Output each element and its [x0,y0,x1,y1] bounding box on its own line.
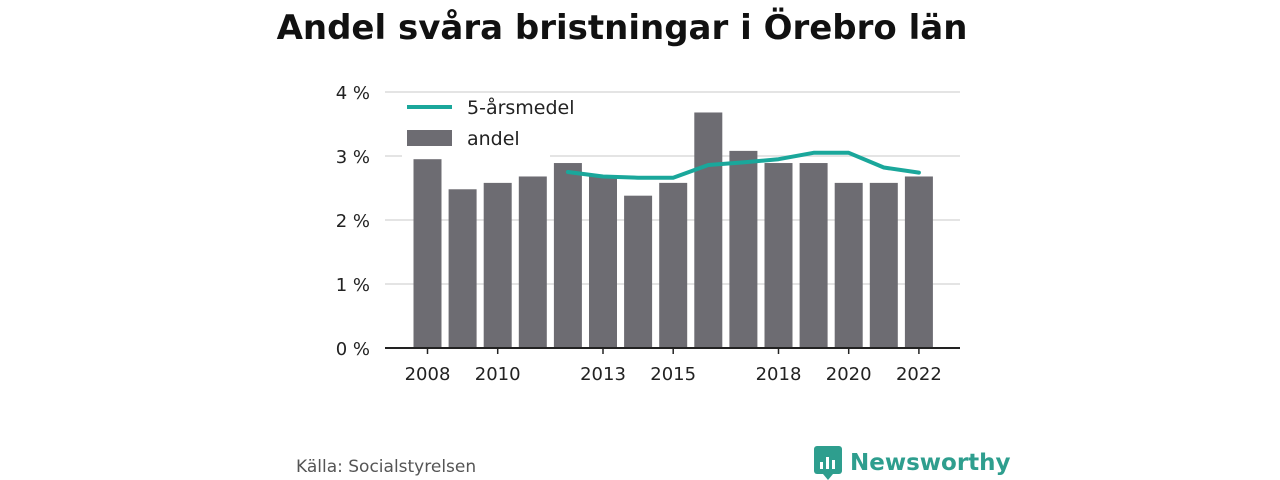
x-tick-label: 2013 [580,364,626,385]
line-5-arsmedel [565,150,921,180]
y-tick-label: 3 % [336,147,370,168]
bar-2022 [904,176,933,348]
newsworthy-logo-icon [814,446,842,480]
bar-2008 [413,159,442,348]
legend-background [402,100,550,158]
legend-label-5-arsmedel: 5-årsmedel [467,96,575,119]
x-tick-label: 2008 [405,364,451,385]
source-note: Källa: Socialstyrelsen [296,457,477,477]
x-tick-label: 2010 [475,364,521,385]
bar-series [413,112,933,348]
chart-title: Andel svåra bristningar i Örebro län [276,8,968,48]
bar-2012 [553,163,582,348]
bar-2014 [624,195,653,348]
axes: 0 % 1 % 2 % 3 % 4 % 2008 2010 2013 2015 2018 2020 2… [336,83,960,385]
bar-2011 [518,176,547,348]
legend-label-andel: andel [467,128,520,150]
x-tick-label: 2018 [756,364,802,385]
legend-bar-swatch [407,130,452,146]
y-tick-label: 1 % [336,275,370,296]
line-series [565,150,921,180]
bar-2016 [694,112,723,348]
bar-2021 [869,182,898,348]
bar-2019 [799,163,828,348]
bar-2020 [834,182,863,348]
y-tick-label: 2 % [336,211,370,232]
newsworthy-logo: Newsworthy [814,446,1011,480]
bar-2018 [764,163,793,348]
bar-2013 [589,176,617,348]
x-tick-label: 2015 [650,364,696,385]
bar-2010 [483,182,512,348]
x-tick-label: 2022 [896,364,942,385]
x-tick-label: 2020 [826,364,872,385]
logo-text: Newsworthy [850,450,1011,476]
legend: 5-årsmedel andel [402,96,575,158]
bar-2015 [659,182,688,348]
bar-2017 [729,150,758,348]
y-tick-label: 4 % [336,83,370,104]
y-tick-label: 0 % [336,339,370,360]
bar-2009 [448,189,477,348]
